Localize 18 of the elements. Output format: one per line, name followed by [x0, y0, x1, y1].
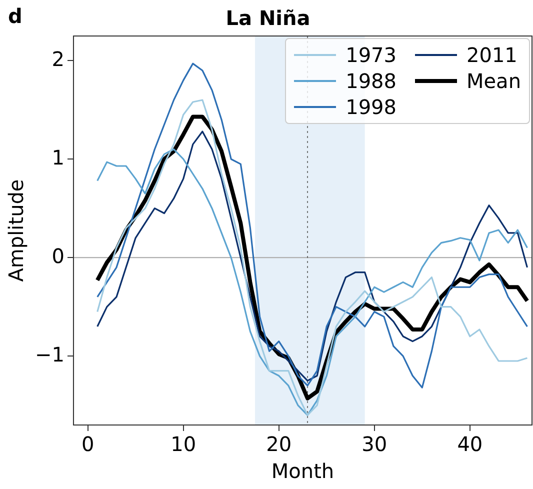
chart-title: La Niña — [226, 6, 310, 30]
y-tick-label: −1 — [35, 342, 64, 366]
legend-label: Mean — [466, 69, 521, 93]
legend-label: 2011 — [466, 43, 518, 67]
text: d — [8, 4, 22, 28]
y-tick-label: 1 — [52, 145, 64, 170]
x-axis-title: Month — [271, 459, 334, 484]
x-tick-label: 40 — [457, 432, 483, 456]
y-tick-label: 2 — [52, 46, 64, 71]
x-tick-label: 30 — [362, 432, 388, 456]
y-tick-label: 0 — [52, 244, 64, 268]
y-axis-title: Amplitude — [4, 179, 28, 282]
x-tick-label: 20 — [266, 432, 292, 456]
x-tick-label: 0 — [81, 432, 94, 456]
x-tick-label: 10 — [170, 432, 196, 456]
legend-label: 1988 — [346, 69, 396, 93]
legend-label: 1998 — [346, 95, 396, 119]
legend-label: 1973 — [346, 43, 396, 67]
